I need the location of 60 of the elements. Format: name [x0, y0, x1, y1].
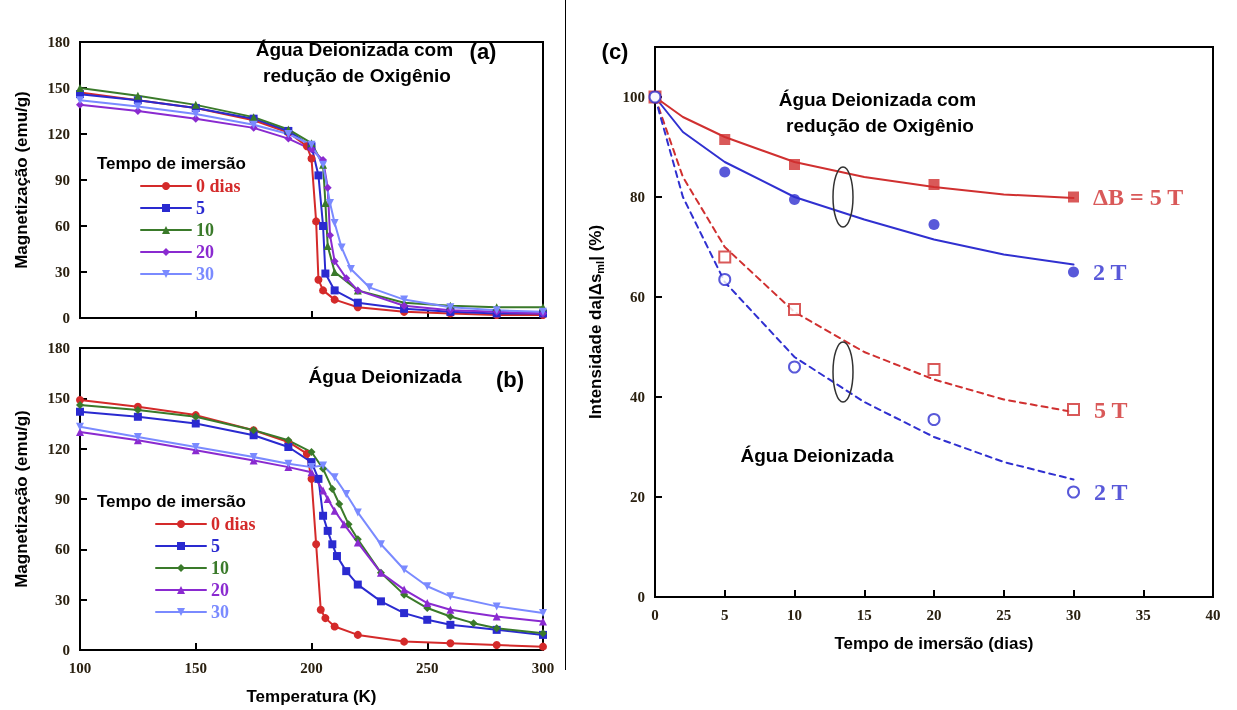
- annotation: Água Deionizada: [308, 365, 462, 387]
- y-tick-label: 90: [55, 172, 70, 188]
- legend-label: 20: [211, 580, 229, 600]
- x-tick-label: 15: [856, 606, 872, 623]
- legend-title: Tempo de imersão: [97, 492, 246, 511]
- y-tick-label: 180: [47, 34, 70, 50]
- legend-label: 0 dias: [196, 176, 241, 196]
- y-tick-label: 30: [55, 591, 70, 608]
- chart-title: (a): [469, 38, 497, 64]
- series-label: 2 T: [1093, 259, 1127, 285]
- annotation: Água Deionizada: [740, 444, 894, 466]
- legend-label: 30: [196, 264, 214, 284]
- x-tick-label: 20: [926, 606, 942, 623]
- legend-label: 10: [211, 558, 229, 578]
- y-tick-label: 150: [47, 80, 70, 96]
- y-tick-label: 150: [47, 390, 70, 407]
- x-axis-title: Tempo de imersão (dias): [834, 634, 1034, 653]
- y-tick-label: 60: [55, 541, 70, 558]
- y-tick-label: 90: [55, 491, 70, 507]
- text: (b): [495, 366, 525, 392]
- y-axis-title: Magnetização (emu/g): [12, 410, 31, 588]
- legend-label: 20: [196, 242, 214, 262]
- y-tick-label: 0: [62, 310, 70, 326]
- series-label: 5 T: [1094, 396, 1128, 423]
- series-label: 2 T: [1094, 479, 1128, 505]
- x-tick-label: 300: [531, 659, 555, 676]
- legend-title: Tempo de imersão: [97, 154, 246, 173]
- y-tick-label: 60: [55, 218, 70, 234]
- x-tick-label: 150: [184, 659, 207, 676]
- legend-label: 5: [196, 198, 205, 218]
- y-tick-label: 120: [47, 440, 70, 457]
- x-tick-label: 200: [300, 659, 323, 676]
- x-tick-label: 40: [1205, 606, 1221, 623]
- x-tick-label: 250: [416, 659, 439, 676]
- x-tick-label: 30: [1066, 606, 1081, 623]
- y-tick-label: 100: [622, 89, 645, 105]
- series-label: ΔB = 5 T: [1093, 184, 1184, 210]
- y-axis-title: Intensidade da|Δsml| (%): [586, 224, 606, 420]
- y-tick-label: 120: [47, 126, 70, 142]
- y-tick-label: 30: [55, 264, 70, 280]
- y-tick-label: 80: [630, 189, 645, 205]
- y-tick-label: 60: [630, 289, 645, 305]
- y-tick-label: 0: [62, 642, 70, 658]
- y-tick-label: 20: [630, 489, 645, 505]
- x-axis-title: Temperatura (K): [246, 687, 377, 706]
- annotation: Água Deionizada com redução de Oxigênio: [778, 88, 982, 136]
- y-tick-label: 0: [637, 589, 645, 605]
- y-tick-label: 40: [630, 389, 645, 405]
- x-tick-label: 35: [1135, 606, 1151, 623]
- annotation: Água Deionizada com redução de Oxigênio: [255, 38, 459, 86]
- x-tick-label: 25: [996, 606, 1012, 623]
- x-tick-label: 0: [651, 606, 659, 623]
- legend-label: 10: [196, 220, 214, 240]
- legend-label: 0 dias: [211, 514, 256, 534]
- x-tick-label: 5: [721, 606, 729, 623]
- y-tick-label: 180: [47, 340, 70, 356]
- chart-title: (c): [601, 38, 629, 64]
- legend-label: 5: [211, 536, 220, 556]
- x-tick-label: 10: [787, 606, 802, 623]
- y-axis-title: Magnetização (emu/g): [12, 91, 31, 269]
